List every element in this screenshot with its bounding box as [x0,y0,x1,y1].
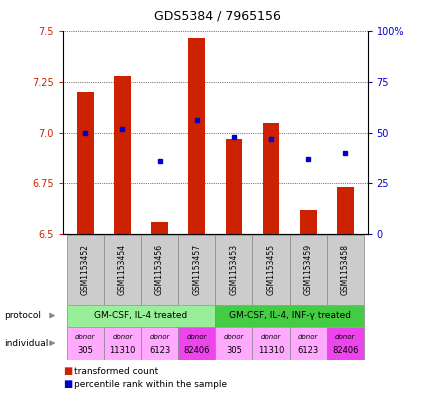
Text: 82406: 82406 [183,346,210,355]
Bar [215,327,252,360]
Bar [67,305,215,327]
Text: protocol: protocol [4,311,41,320]
Text: donor: donor [223,334,243,340]
Bar [67,327,104,360]
Text: 6123: 6123 [297,346,318,355]
Text: donor: donor [186,334,207,340]
Text: donor: donor [260,334,280,340]
Bar [178,235,215,305]
Bar [252,235,289,305]
Text: donor: donor [149,334,169,340]
Text: 82406: 82406 [331,346,358,355]
Text: 305: 305 [77,346,93,355]
Bar [104,235,141,305]
Text: percentile rank within the sample: percentile rank within the sample [74,380,227,389]
Bar [289,235,326,305]
Text: GSM1153459: GSM1153459 [303,244,312,295]
Text: ■: ■ [63,379,72,389]
Text: donor: donor [297,334,318,340]
Bar [252,327,289,360]
Text: ■: ■ [63,366,72,376]
Bar [215,305,363,327]
Text: 6123: 6123 [149,346,170,355]
Text: transformed count: transformed count [74,367,158,376]
Bar [141,235,178,305]
Bar [151,222,168,234]
Text: donor: donor [334,334,355,340]
Bar [326,235,363,305]
Text: GSM1153458: GSM1153458 [340,244,349,295]
Bar [104,327,141,360]
Text: 305: 305 [225,346,241,355]
Text: GM-CSF, IL-4 treated: GM-CSF, IL-4 treated [94,311,187,320]
Bar [178,327,215,360]
Text: individual: individual [4,339,49,347]
Bar [225,139,242,234]
Text: GDS5384 / 7965156: GDS5384 / 7965156 [154,10,280,23]
Bar [289,327,326,360]
Text: GSM1153454: GSM1153454 [118,244,127,295]
Bar [299,209,316,234]
Text: donor: donor [75,334,95,340]
Bar [141,327,178,360]
Text: 11310: 11310 [109,346,135,355]
Bar [77,92,93,234]
Bar [188,37,205,234]
Text: donor: donor [112,334,132,340]
Text: 11310: 11310 [257,346,283,355]
Bar [336,187,353,234]
Text: GSM1153452: GSM1153452 [81,244,90,295]
Text: GSM1153455: GSM1153455 [266,244,275,295]
Bar [262,123,279,234]
Bar [67,235,104,305]
Text: GSM1153456: GSM1153456 [155,244,164,295]
Bar [114,76,131,234]
Text: GM-CSF, IL-4, INF-γ treated: GM-CSF, IL-4, INF-γ treated [228,311,350,320]
Text: GSM1153457: GSM1153457 [192,244,201,295]
Bar [215,235,252,305]
Text: GSM1153453: GSM1153453 [229,244,238,295]
Bar [326,327,363,360]
